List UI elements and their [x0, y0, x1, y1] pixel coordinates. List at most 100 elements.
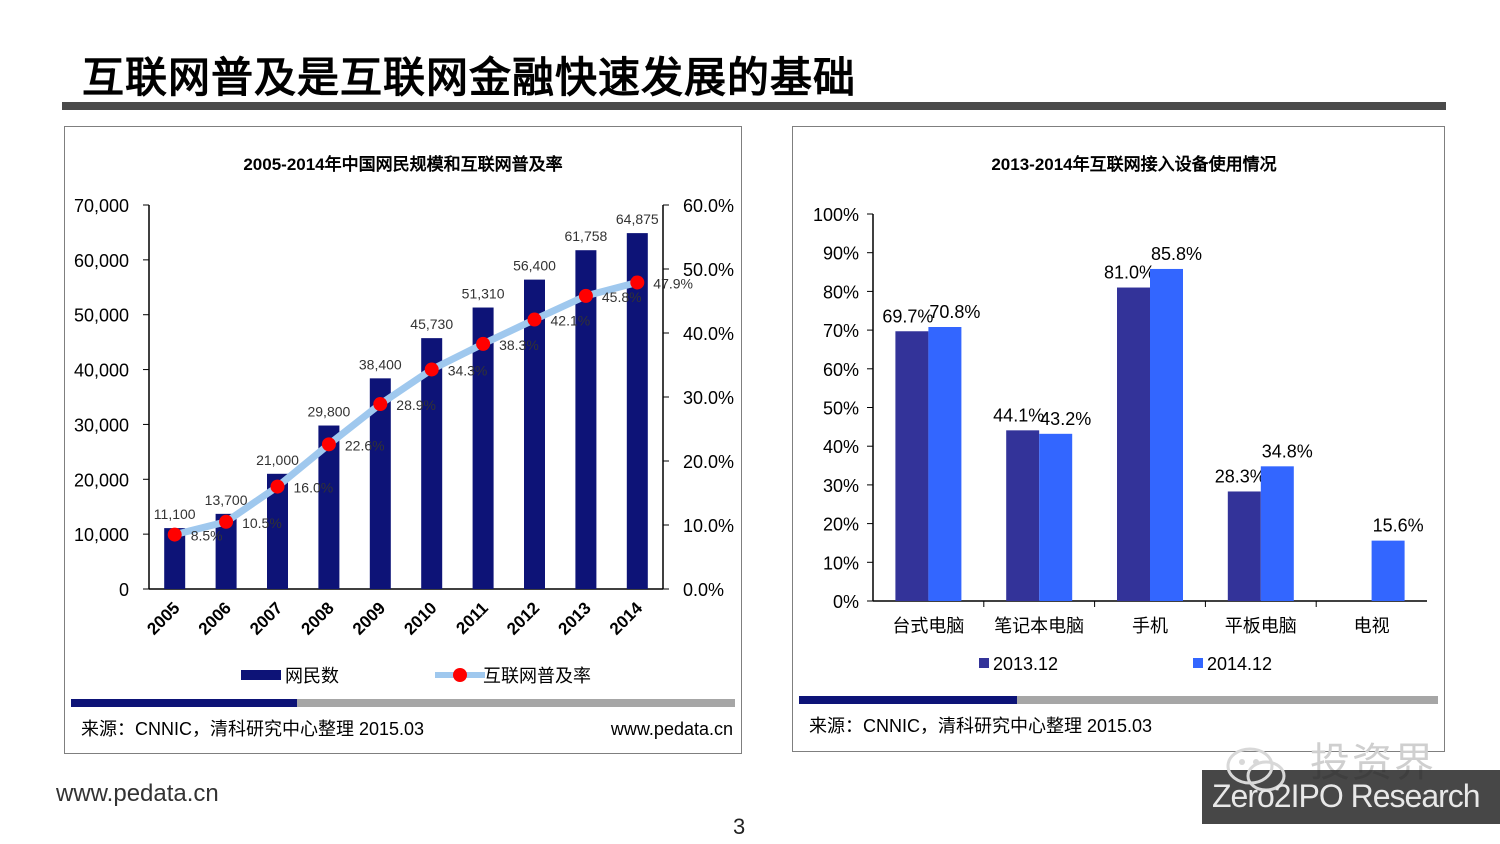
line-label-penetration: 47.9% [653, 275, 693, 291]
line-label-penetration: 45.8% [602, 289, 642, 305]
x-tick-label: 2014 [606, 598, 647, 639]
point-penetration [424, 362, 439, 377]
bar-label-users: 64,875 [616, 211, 659, 227]
y-tick-label: 50,000 [74, 306, 129, 326]
chart-title: 2013-2014年互联网接入设备使用情况 [991, 154, 1276, 174]
line-label-penetration: 8.5% [191, 528, 223, 544]
bar-2013 [1117, 287, 1150, 601]
wechat-icon [1226, 747, 1286, 792]
x-tick-label: 2009 [349, 598, 389, 638]
x-tick-label: 2006 [195, 598, 235, 638]
x-tick-label: 2013 [555, 598, 595, 638]
y-tick-label: 90% [823, 244, 859, 264]
bar-label-2014: 34.8% [1262, 441, 1313, 461]
bar-2014 [1150, 268, 1183, 601]
bar-label-2014: 15.6% [1373, 516, 1424, 536]
legend-label-users: 网民数 [285, 666, 339, 686]
bar-label-2014: 70.8% [929, 302, 980, 322]
chart-panel-access-devices: 2013-2014年互联网接入设备使用情况 0% 10% 20% 30% 40% 50% 60… [792, 126, 1445, 752]
y-tick-label: 10,000 [74, 525, 129, 545]
chart-access-devices: 2013-2014年互联网接入设备使用情况 0% 10% 20% 30% 40% 50% 60… [799, 154, 1438, 736]
y-tick-label: 10% [823, 553, 859, 573]
legend-swatch-2013 [979, 658, 989, 668]
watermark-research: Zero2IPO Research [1212, 778, 1481, 814]
x-tick-label: 2010 [400, 598, 440, 638]
bar-label-users: 51,310 [462, 286, 505, 302]
bar-users [421, 338, 443, 589]
y-tick-label: 40,000 [74, 361, 129, 381]
y-tick-label: 80% [823, 282, 859, 302]
chart-source: 来源：CNNIC，清科研究中心整理 2015.03 [809, 716, 1152, 736]
bar-users [318, 425, 340, 589]
footer-band-dark [799, 696, 1017, 704]
x-tick-label: 2005 [143, 598, 183, 638]
y-tick-label: 100% [813, 205, 859, 225]
bar-2013 [1006, 430, 1040, 601]
line-label-penetration: 10.5% [242, 515, 282, 531]
bar-label-users: 56,400 [513, 258, 556, 274]
bar-users [524, 279, 545, 589]
y-tick-label: 60,000 [74, 251, 129, 271]
y-tick-label: 50% [823, 399, 859, 419]
line-label-penetration: 42.1% [551, 313, 591, 329]
y2-tick-label: 10.0% [683, 516, 734, 536]
bar-label-2013: 28.3% [1215, 466, 1266, 486]
y2-tick-label: 60.0% [683, 196, 734, 216]
point-penetration [527, 312, 542, 327]
line-label-penetration: 34.3% [448, 362, 488, 378]
bar-2013 [895, 331, 929, 601]
line-label-penetration: 38.3% [499, 337, 539, 353]
point-penetration [578, 288, 593, 303]
watermark-band [1202, 770, 1500, 824]
point-penetration [321, 437, 336, 452]
x-tick-label: 2007 [246, 598, 286, 638]
legend-marker-penetration [453, 668, 467, 682]
bar-2014 [1039, 433, 1073, 601]
x-tick-label: 台式电脑 [892, 616, 964, 636]
y2-tick-label: 40.0% [683, 324, 734, 344]
bar-users [575, 250, 597, 589]
bar-2014 [1371, 540, 1405, 601]
bar-users [164, 528, 186, 589]
y-tick-label: 70% [823, 321, 859, 341]
title-rule [62, 102, 1446, 110]
bar-label-2013: 44.1% [993, 405, 1044, 425]
bar-label-users: 29,800 [307, 404, 350, 420]
y-tick-label: 40% [823, 437, 859, 457]
legend-label-2013: 2013.12 [993, 654, 1058, 674]
footer-band-gray [1017, 696, 1438, 704]
y-tick-label: 0% [833, 592, 859, 612]
bar-users [215, 513, 237, 589]
legend-swatch-users [241, 670, 281, 680]
y2-tick-label: 20.0% [683, 452, 734, 472]
footer-band-dark [71, 699, 297, 707]
legend-swatch-2014 [1193, 658, 1203, 668]
y-tick-label: 30,000 [74, 415, 129, 435]
legend-label-2014: 2014.12 [1207, 654, 1272, 674]
line-penetration [173, 279, 639, 538]
x-tick-label: 手机 [1132, 616, 1168, 636]
footer-band-gray [297, 699, 735, 707]
point-penetration [270, 479, 285, 494]
x-tick-label: 2012 [503, 598, 543, 638]
chart-title: 2005-2014年中国网民规模和互联网普及率 [243, 154, 562, 174]
y-tick-label: 30% [823, 476, 859, 496]
point-penetration [167, 527, 182, 542]
bar-label-users: 21,000 [256, 452, 299, 468]
y-tick-label: 70,000 [74, 196, 129, 216]
point-penetration [476, 336, 491, 351]
bar-users [626, 233, 648, 589]
y2-tick-label: 30.0% [683, 388, 734, 408]
bar-label-2013: 81.0% [1104, 263, 1155, 283]
bar-label-users: 11,100 [154, 506, 196, 522]
point-penetration [630, 275, 645, 290]
bar-label-users: 13,700 [205, 492, 248, 508]
y2-tick-label: 50.0% [683, 260, 734, 280]
bar-users [267, 473, 288, 589]
bar-2013 [1227, 491, 1261, 601]
line-label-penetration: 22.6% [345, 437, 385, 453]
bar-2014 [1260, 466, 1294, 601]
bar-users [369, 378, 391, 589]
page-number: 3 [733, 814, 746, 839]
point-penetration [373, 397, 388, 412]
